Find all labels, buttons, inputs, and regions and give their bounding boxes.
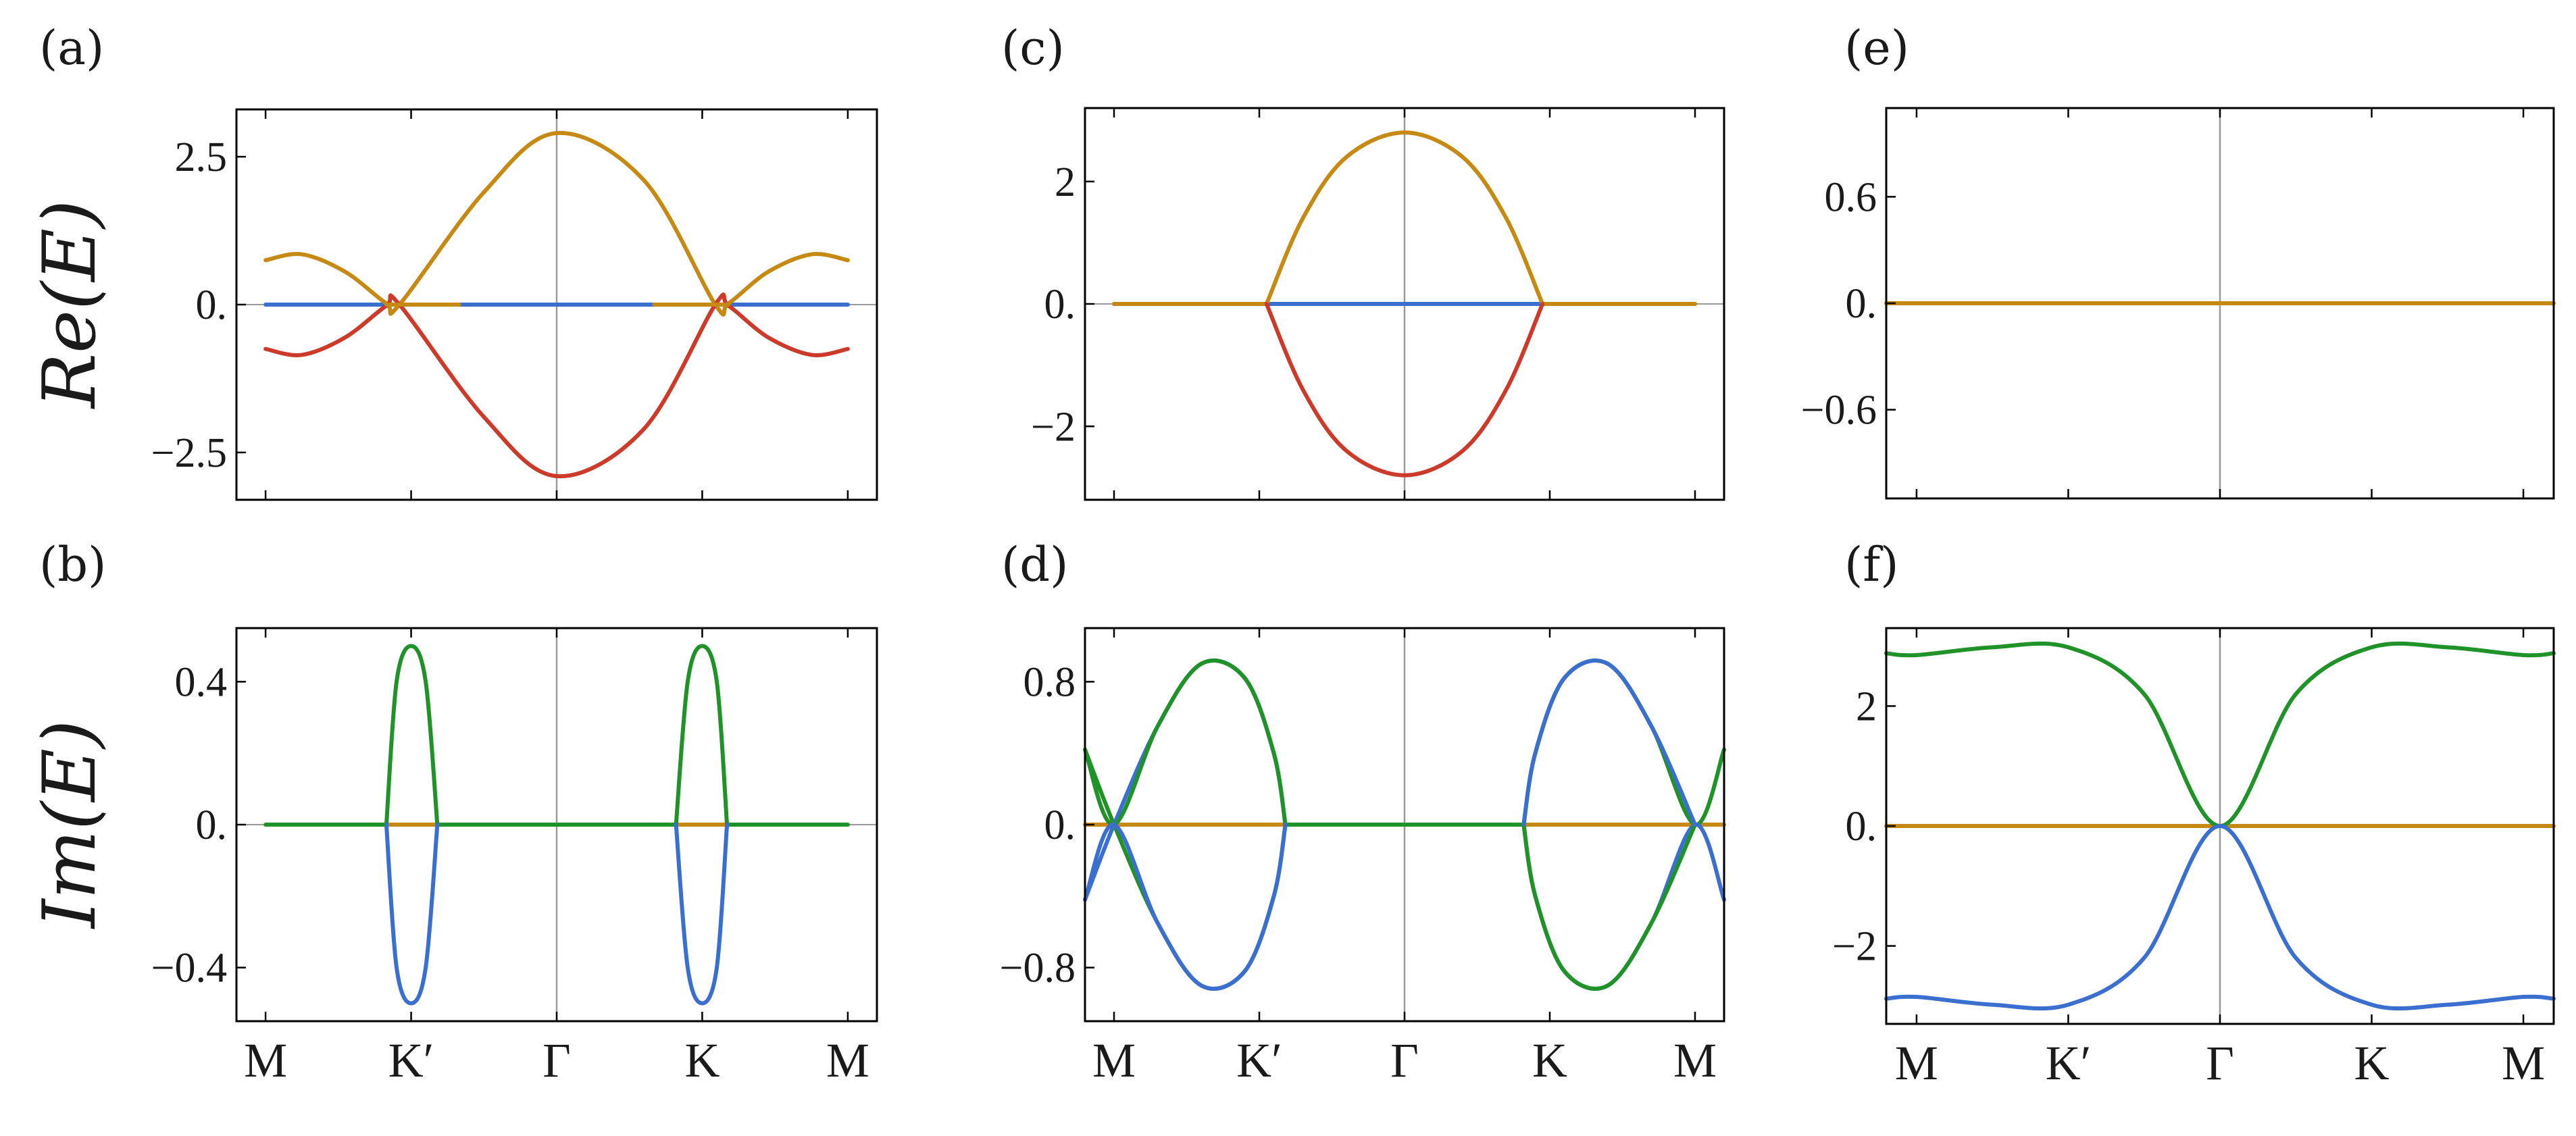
series-line-red bbox=[263, 292, 850, 479]
x-tick-label: K′ bbox=[388, 1033, 434, 1087]
panel-label: (a) bbox=[39, 20, 104, 76]
y-tick-label: 2 bbox=[1055, 159, 1076, 205]
series-line-green bbox=[674, 644, 730, 827]
y-tick-label: 0. bbox=[1846, 804, 1877, 850]
x-tick-label: M bbox=[2502, 1036, 2545, 1090]
series-line-green bbox=[1521, 659, 1726, 827]
series-line-red bbox=[1264, 302, 1545, 477]
series-line-blue bbox=[1884, 824, 2556, 1011]
x-tick-label: M bbox=[1092, 1033, 1136, 1087]
y-tick-label: 0. bbox=[1846, 281, 1877, 327]
panel-a: (a) 2.5 0. −2.5 bbox=[39, 20, 878, 501]
panel-label: (c) bbox=[1001, 20, 1065, 76]
y-tick-label: 0.8 bbox=[1024, 659, 1076, 705]
y-tick-label: 0.6 bbox=[1825, 174, 1877, 220]
x-tick-label: Γ bbox=[1390, 1033, 1419, 1087]
series-line-orange bbox=[1264, 130, 1545, 306]
y-tick-label: −2 bbox=[1832, 924, 1877, 970]
y-tick-label: 0. bbox=[1044, 802, 1076, 848]
series-line-green bbox=[1521, 823, 1697, 991]
x-tick-label: Γ bbox=[542, 1033, 571, 1087]
series-line-blue bbox=[1083, 823, 1288, 991]
panel-d: (d) 0.8 0. −0.8 M K′ Γ K M bbox=[1000, 537, 1726, 1087]
panel-e: (e) 0.6 0. −0.6 bbox=[1801, 20, 2556, 500]
series-line-green bbox=[1083, 659, 1288, 827]
series-line-blue bbox=[1521, 823, 1726, 991]
x-tick-label: M bbox=[1895, 1036, 1938, 1090]
x-tick-label: K bbox=[2354, 1036, 2390, 1090]
x-tick-label: K′ bbox=[1236, 1033, 1282, 1087]
y-tick-label: −2 bbox=[1031, 404, 1076, 450]
y-tick-label: −0.4 bbox=[151, 946, 227, 991]
x-tick-label: K′ bbox=[2046, 1036, 2092, 1090]
panel-b: (b) 0.4 0. −0.4 M K′ Γ K M bbox=[39, 537, 878, 1087]
x-tick-label: M bbox=[244, 1033, 287, 1087]
y-tick-label: 2.5 bbox=[175, 134, 228, 180]
x-tick-label: K bbox=[684, 1033, 719, 1087]
panel-f: (f) 2 0. −2 M K′ Γ K M bbox=[1832, 537, 2556, 1090]
y-tick-label: −2.5 bbox=[151, 430, 227, 476]
y-tick-label: 0. bbox=[196, 802, 228, 848]
row-label-re: Re(E) bbox=[28, 200, 112, 409]
series-line-orange bbox=[263, 130, 850, 317]
panel-label: (d) bbox=[1001, 537, 1068, 592]
row-label-im: Im(E) bbox=[28, 720, 112, 929]
y-tick-label: 0. bbox=[196, 282, 228, 328]
panel-c: (c) 2 0. −2 bbox=[1001, 20, 1725, 501]
x-tick-label: M bbox=[1673, 1033, 1717, 1087]
panel-label: (b) bbox=[39, 537, 106, 592]
x-tick-label: K bbox=[1532, 1033, 1567, 1087]
series-line-blue bbox=[384, 823, 440, 1006]
y-tick-label: 0.4 bbox=[175, 659, 228, 705]
y-tick-label: −0.8 bbox=[1000, 946, 1076, 991]
panel-label: (e) bbox=[1844, 20, 1909, 76]
y-tick-label: 0. bbox=[1044, 282, 1076, 328]
series-line-green bbox=[384, 644, 440, 827]
series-line-blue bbox=[1521, 659, 1697, 827]
y-tick-label: −0.6 bbox=[1801, 388, 1877, 434]
x-tick-label: Γ bbox=[2206, 1036, 2234, 1090]
panel-label: (f) bbox=[1844, 537, 1899, 592]
y-tick-label: 2 bbox=[1856, 683, 1877, 729]
series-line-blue bbox=[674, 823, 730, 1006]
x-tick-label: M bbox=[826, 1033, 869, 1087]
